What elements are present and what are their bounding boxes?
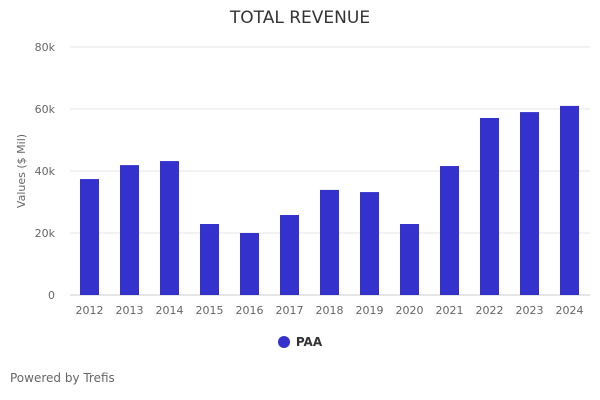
- legend-marker-icon: [277, 336, 290, 348]
- x-tick-label: 2019: [356, 304, 384, 317]
- chart-title: TOTAL REVENUE: [229, 8, 371, 28]
- bar-2017: [280, 215, 299, 295]
- bar-2015: [200, 224, 219, 295]
- bar-2014: [160, 161, 179, 295]
- legend: PAA: [0, 335, 600, 349]
- bar-2024: [560, 105, 579, 296]
- y-tick-label: 60k: [35, 103, 56, 116]
- x-tick-label: 2022: [476, 304, 504, 317]
- y-tick-label: 80k: [35, 41, 56, 54]
- bar-2023: [520, 112, 539, 295]
- bar-2022: [480, 117, 499, 296]
- legend-label[interactable]: PAA: [295, 335, 323, 349]
- y-tick-label: 0: [48, 289, 55, 302]
- x-tick-label: 2012: [76, 304, 104, 317]
- x-tick-label: 2015: [196, 304, 224, 317]
- y-tick-label: 20k: [35, 227, 56, 240]
- powered-by-credit: Powered by Trefis: [10, 371, 115, 385]
- y-axis-label: Values ($ Mil): [15, 134, 28, 208]
- x-tick-label: 2021: [436, 304, 464, 317]
- bar-2013: [120, 165, 139, 295]
- bar-2020: [400, 224, 419, 295]
- x-tick-label: 2013: [116, 304, 144, 317]
- bar-2018: [320, 189, 339, 295]
- bar-2012: [80, 179, 99, 295]
- x-tick-label: 2024: [556, 304, 584, 317]
- x-tick-label: 2023: [516, 304, 544, 317]
- x-tick-label: 2016: [236, 304, 264, 317]
- x-tick-label: 2018: [316, 304, 344, 317]
- x-tick-label: 2020: [396, 304, 424, 317]
- y-tick-label: 40k: [35, 165, 56, 178]
- bar-2019: [360, 192, 379, 295]
- x-tick-label: 2017: [276, 304, 304, 317]
- x-tick-label: 2014: [156, 304, 184, 317]
- bar-2021: [440, 166, 459, 295]
- bar-2016: [240, 233, 259, 295]
